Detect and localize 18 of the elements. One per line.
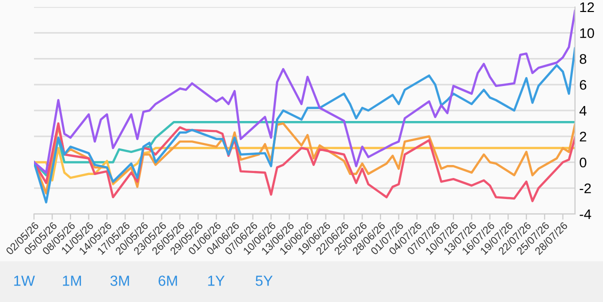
y-tick-label: 8: [580, 54, 586, 64]
line-series: [34, 10, 575, 174]
text: 1Y: [208, 276, 225, 286]
text: 3M: [110, 276, 129, 286]
text: 1M: [62, 276, 81, 286]
text: 1W: [14, 276, 35, 286]
y-tick-label: 2: [580, 132, 586, 142]
line-series: [34, 146, 575, 186]
y-tick-label: 6: [580, 80, 586, 90]
y-tick-label: -4: [580, 209, 592, 220]
y-tick-label: 0: [580, 158, 586, 168]
line-series: [34, 47, 575, 204]
y-tick-label: 4: [579, 106, 586, 116]
text: 6M: [158, 276, 177, 286]
y-tick-label: 12: [580, 2, 594, 12]
y-tick-label: -2: [580, 183, 591, 194]
text: 5Y: [256, 276, 273, 286]
y-tick-label: 10: [580, 28, 594, 38]
